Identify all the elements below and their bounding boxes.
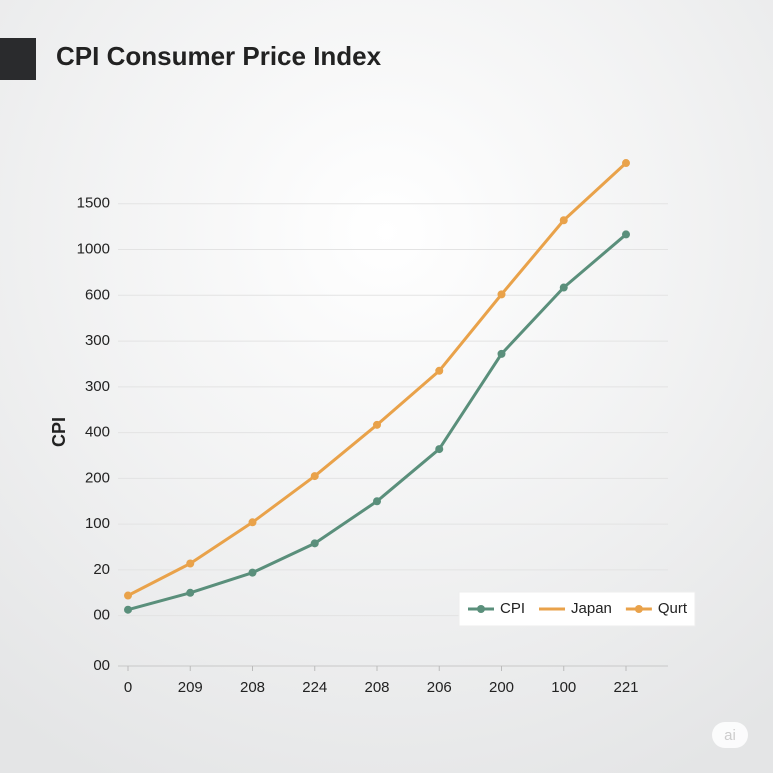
point — [435, 366, 444, 375]
point — [559, 283, 568, 292]
badge-bg — [712, 722, 748, 748]
point — [373, 420, 381, 429]
badge: ai — [724, 727, 736, 744]
x-tick-label: 100 — [551, 679, 576, 696]
y-tick-label: 400 — [85, 424, 110, 441]
point — [622, 230, 630, 239]
point — [497, 349, 506, 358]
x-tick-label: 209 — [178, 679, 203, 696]
point — [373, 497, 381, 506]
x-tick-label: 208 — [240, 679, 265, 696]
y-tick-label: 300 — [85, 378, 110, 395]
y-tick-label: 300 — [85, 332, 110, 349]
y-tick-label: 20 — [93, 561, 110, 578]
y-tick-label: 1000 — [77, 241, 110, 258]
point — [186, 588, 195, 597]
point — [186, 559, 195, 568]
y-tick-label: 100 — [85, 515, 110, 532]
x-tick-label: 221 — [613, 679, 638, 696]
point — [497, 290, 506, 299]
point — [310, 472, 319, 481]
y-tick-label: 00 — [93, 657, 110, 674]
point — [124, 591, 132, 600]
point — [559, 216, 568, 225]
x-tick-label: 0 — [124, 679, 132, 696]
y-tick-label: 00 — [93, 607, 110, 624]
title-block — [0, 38, 36, 80]
legend-label: CPI — [500, 600, 525, 617]
chart-title: CPI Consumer Price Index — [56, 41, 382, 71]
point — [124, 605, 132, 614]
x-tick-label: 208 — [364, 679, 389, 696]
x-tick-label: 206 — [427, 679, 452, 696]
legend-label: Japan — [571, 600, 612, 617]
legend-label: Qurt — [658, 600, 688, 617]
point — [622, 159, 630, 168]
legend-marker — [634, 605, 643, 613]
y-tick-label: 200 — [85, 469, 110, 486]
legend-box — [458, 591, 696, 627]
x-tick-label: 200 — [489, 679, 514, 696]
point — [248, 568, 257, 577]
y-tick-label: 1500 — [77, 195, 110, 212]
x-tick-label: 224 — [302, 679, 327, 696]
point — [248, 518, 257, 527]
point — [310, 539, 319, 548]
y-axis-label: CPI — [49, 417, 69, 447]
y-tick-label: 600 — [85, 286, 110, 303]
legend-marker — [477, 605, 485, 613]
point — [435, 445, 444, 454]
